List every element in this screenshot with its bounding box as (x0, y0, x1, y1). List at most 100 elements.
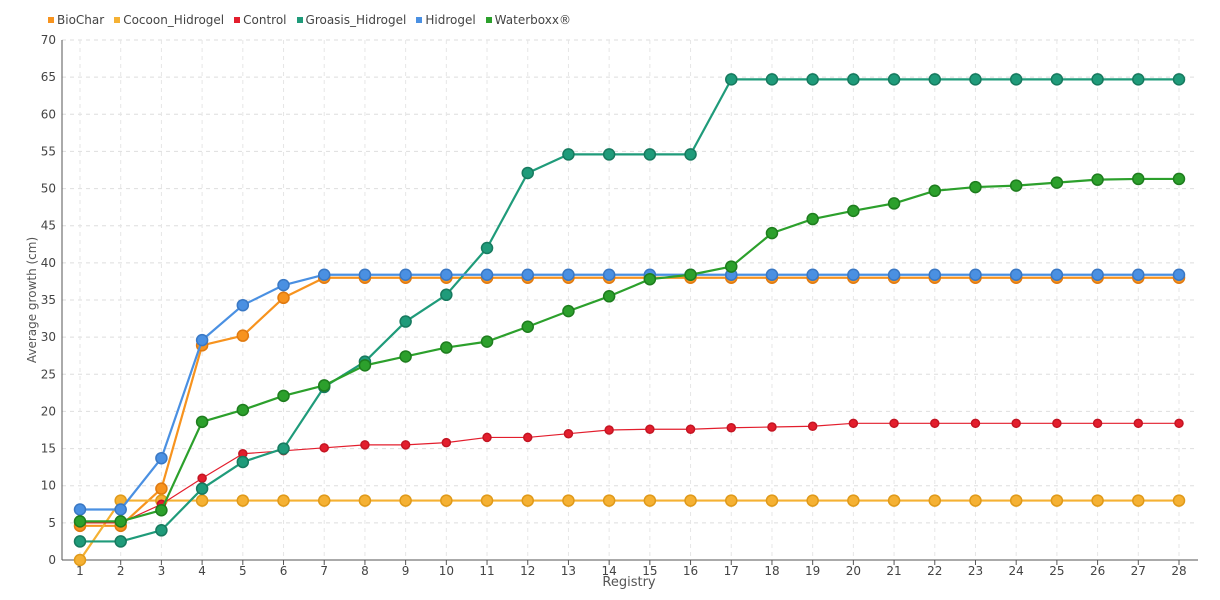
legend-item[interactable]: Hidrogel (416, 13, 476, 27)
data-point (1091, 173, 1104, 186)
data-point (563, 428, 574, 439)
data-point (480, 268, 494, 281)
legend-item[interactable]: Groasis_Hidrogel (296, 13, 406, 27)
data-point (277, 442, 290, 455)
y-tick-label: 70 (41, 33, 56, 47)
series-line (80, 78, 1179, 543)
data-point (440, 288, 453, 302)
x-tick-label: 21 (886, 564, 901, 578)
x-tick-label: 1 (76, 564, 84, 578)
data-point (1052, 418, 1062, 429)
data-point (928, 184, 942, 198)
x-tick-label: 18 (764, 564, 779, 578)
x-tick-label: 24 (1009, 564, 1024, 578)
data-point (195, 494, 209, 507)
data-point (236, 403, 250, 417)
series-line (80, 276, 1179, 527)
y-tick-label: 10 (41, 479, 56, 493)
data-point (236, 329, 250, 342)
y-tick-label: 50 (41, 182, 56, 196)
y-tick-label: 45 (41, 219, 56, 233)
data-point (277, 291, 290, 305)
data-point (317, 494, 331, 507)
x-tick-label: 6 (280, 564, 288, 578)
data-point (480, 335, 494, 348)
legend-item[interactable]: Cocoon_Hidrogel (114, 13, 224, 27)
data-point (1050, 494, 1064, 507)
data-point (602, 268, 616, 281)
data-point (155, 482, 168, 495)
x-tick-label: 14 (602, 564, 617, 578)
x-tick-label: 4 (198, 564, 206, 578)
chart-legend: BioChar Cocoon_Hidrogel Control Groasis_Hid… (48, 13, 571, 27)
x-tick-label: 27 (1131, 564, 1146, 578)
data-point (1172, 172, 1186, 186)
data-point (1091, 268, 1104, 281)
data-point (358, 494, 372, 507)
data-point (684, 268, 697, 281)
data-point (725, 73, 738, 86)
data-point (482, 432, 492, 443)
y-tick-label: 40 (41, 256, 56, 270)
data-point (317, 268, 331, 281)
x-tick-label: 9 (402, 564, 410, 578)
data-point (726, 423, 737, 433)
data-point (358, 268, 372, 281)
data-point (562, 304, 575, 318)
legend-item[interactable]: Waterboxx® (485, 13, 571, 27)
data-point (440, 341, 453, 354)
legend-label: Cocoon_Hidrogel (123, 13, 225, 27)
data-point (765, 73, 779, 86)
data-point (684, 148, 697, 161)
data-point (807, 421, 818, 432)
data-point (236, 298, 250, 312)
data-point (440, 494, 453, 507)
y-tick-label: 30 (41, 330, 56, 344)
data-point (73, 515, 87, 528)
data-point (928, 494, 942, 507)
legend-item[interactable]: Control (234, 13, 287, 27)
data-point (400, 440, 411, 450)
data-point (1172, 73, 1186, 86)
series-control (75, 418, 1184, 528)
x-tick-label: 3 (158, 564, 166, 578)
x-tick-label: 7 (320, 564, 328, 578)
data-point (521, 320, 534, 333)
data-point (155, 451, 168, 465)
data-point (562, 148, 575, 161)
data-point (969, 268, 982, 281)
y-tick-label: 5 (48, 516, 56, 530)
data-point (969, 180, 982, 194)
y-tick-label: 65 (41, 70, 56, 84)
data-point (562, 268, 575, 281)
data-point (277, 278, 290, 292)
data-point (358, 359, 372, 372)
legend-label: BioChar (57, 13, 105, 27)
data-point (562, 494, 575, 507)
data-point (685, 424, 696, 435)
data-point (887, 73, 901, 86)
data-point (643, 494, 657, 507)
data-point (317, 379, 331, 392)
data-point (441, 437, 452, 448)
data-point (521, 166, 534, 180)
y-tick-label: 35 (41, 293, 56, 307)
legend-item[interactable]: BioChar (48, 13, 104, 27)
data-point (1091, 73, 1104, 86)
series-layer (73, 73, 1186, 567)
data-point (522, 432, 533, 443)
data-point (928, 268, 942, 281)
data-point (889, 418, 899, 429)
data-point (277, 494, 290, 507)
data-point (848, 418, 859, 429)
grid (62, 39, 1198, 560)
data-point (195, 333, 209, 347)
x-tick-label: 13 (561, 564, 576, 578)
data-point (114, 535, 127, 548)
data-point (195, 415, 209, 429)
data-point (969, 73, 982, 86)
series-waterboxx- (73, 172, 1186, 528)
x-tick-label: 19 (805, 564, 820, 578)
series-line (79, 499, 1179, 561)
